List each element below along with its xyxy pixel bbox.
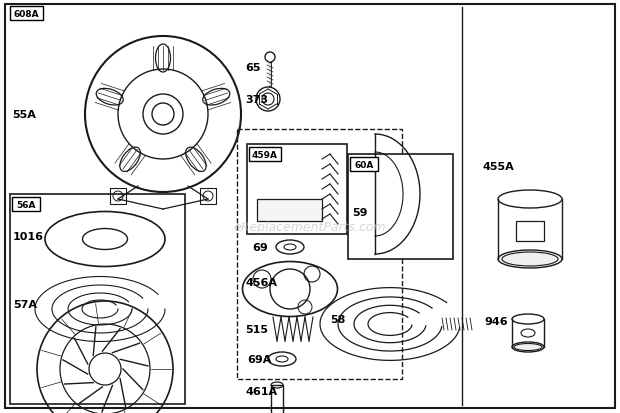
Bar <box>350 158 378 171</box>
Text: 373: 373 <box>245 95 268 105</box>
Text: 65: 65 <box>245 63 260 73</box>
Ellipse shape <box>498 250 562 268</box>
Bar <box>12 197 40 211</box>
Bar <box>249 147 281 161</box>
Bar <box>237 130 402 379</box>
Bar <box>200 189 216 204</box>
Text: 55A: 55A <box>12 110 36 120</box>
Bar <box>516 221 544 242</box>
Text: 56A: 56A <box>16 200 36 209</box>
Text: 59: 59 <box>352 207 368 218</box>
Text: 456A: 456A <box>245 277 277 287</box>
Text: 608A: 608A <box>14 9 39 19</box>
Text: 1016: 1016 <box>13 231 44 242</box>
Text: 459A: 459A <box>252 150 278 159</box>
Ellipse shape <box>512 342 544 352</box>
Text: 57A: 57A <box>13 299 37 309</box>
Bar <box>257 199 322 221</box>
Bar <box>271 385 283 413</box>
Text: 515: 515 <box>245 324 268 334</box>
Text: 69A: 69A <box>247 354 272 364</box>
Text: 461A: 461A <box>245 386 277 396</box>
Bar <box>110 189 126 204</box>
Bar <box>10 7 43 21</box>
Text: 946: 946 <box>484 316 508 326</box>
Text: eReplacementParts.com: eReplacementParts.com <box>234 221 386 234</box>
Bar <box>348 154 453 259</box>
Text: 60A: 60A <box>354 160 374 169</box>
Text: 69: 69 <box>252 242 268 252</box>
Bar <box>10 195 185 404</box>
Bar <box>247 145 347 235</box>
Text: 455A: 455A <box>482 161 514 171</box>
Text: 58: 58 <box>330 314 345 324</box>
